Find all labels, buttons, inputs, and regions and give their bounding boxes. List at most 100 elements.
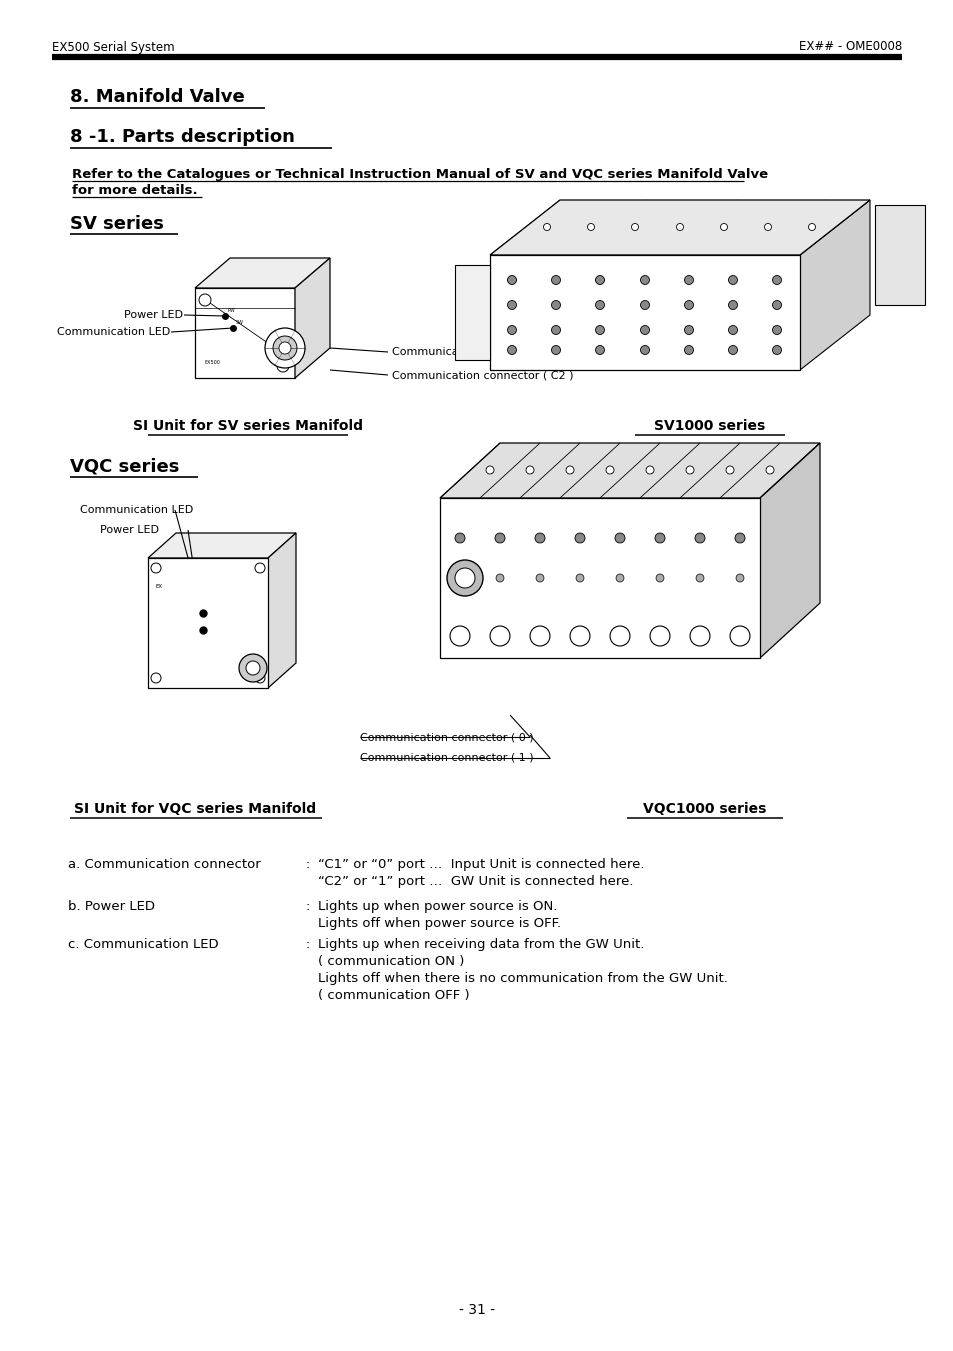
Circle shape bbox=[273, 336, 296, 359]
Circle shape bbox=[485, 466, 494, 474]
Circle shape bbox=[725, 466, 733, 474]
Text: SV series: SV series bbox=[70, 215, 164, 232]
Text: “C1” or “0” port …  Input Unit is connected here.: “C1” or “0” port … Input Unit is connect… bbox=[317, 858, 644, 871]
Circle shape bbox=[684, 276, 693, 285]
Circle shape bbox=[728, 300, 737, 309]
Text: EX500: EX500 bbox=[205, 361, 221, 366]
Circle shape bbox=[763, 223, 771, 231]
Circle shape bbox=[696, 574, 703, 582]
Circle shape bbox=[551, 346, 560, 354]
Circle shape bbox=[595, 276, 604, 285]
Text: ( communication OFF ): ( communication OFF ) bbox=[317, 989, 469, 1002]
Circle shape bbox=[507, 346, 516, 354]
Text: VQC1000 series: VQC1000 series bbox=[642, 802, 766, 816]
Text: PW: PW bbox=[228, 308, 235, 313]
Circle shape bbox=[587, 223, 594, 231]
Text: ( communication ON ): ( communication ON ) bbox=[317, 955, 464, 969]
Circle shape bbox=[772, 326, 781, 335]
Circle shape bbox=[615, 534, 624, 543]
Text: Lights off when power source is OFF.: Lights off when power source is OFF. bbox=[317, 917, 560, 929]
Text: - 31 -: - 31 - bbox=[458, 1302, 495, 1317]
Circle shape bbox=[490, 626, 510, 646]
Text: Power LED: Power LED bbox=[124, 309, 183, 320]
Polygon shape bbox=[294, 258, 330, 378]
Circle shape bbox=[551, 276, 560, 285]
Circle shape bbox=[728, 346, 737, 354]
Circle shape bbox=[576, 574, 583, 582]
Text: “C2” or “1” port …  GW Unit is connected here.: “C2” or “1” port … GW Unit is connected … bbox=[317, 875, 633, 888]
Circle shape bbox=[684, 300, 693, 309]
Circle shape bbox=[728, 326, 737, 335]
Polygon shape bbox=[439, 443, 820, 499]
Circle shape bbox=[254, 563, 265, 573]
Circle shape bbox=[456, 574, 463, 582]
Text: :: : bbox=[306, 858, 310, 871]
Text: 8. Manifold Valve: 8. Manifold Valve bbox=[70, 88, 245, 105]
Circle shape bbox=[507, 276, 516, 285]
Text: a. Communication connector: a. Communication connector bbox=[68, 858, 260, 871]
Circle shape bbox=[605, 466, 614, 474]
Circle shape bbox=[447, 561, 482, 596]
Circle shape bbox=[507, 300, 516, 309]
Circle shape bbox=[455, 534, 464, 543]
Circle shape bbox=[450, 626, 470, 646]
Polygon shape bbox=[194, 258, 330, 288]
Polygon shape bbox=[874, 205, 924, 305]
Circle shape bbox=[525, 466, 534, 474]
Text: Refer to the Catalogues or Technical Instruction Manual of SV and VQC series Man: Refer to the Catalogues or Technical Ins… bbox=[71, 168, 767, 181]
Circle shape bbox=[575, 534, 584, 543]
Polygon shape bbox=[194, 288, 294, 378]
Text: Communication connector ( 0 ): Communication connector ( 0 ) bbox=[359, 732, 533, 742]
Circle shape bbox=[649, 626, 669, 646]
Circle shape bbox=[656, 574, 663, 582]
Text: Communication connector ( 1 ): Communication connector ( 1 ) bbox=[359, 753, 533, 763]
Polygon shape bbox=[439, 499, 760, 658]
Circle shape bbox=[569, 626, 589, 646]
Text: Communication connector ( C2 ): Communication connector ( C2 ) bbox=[392, 370, 573, 380]
Circle shape bbox=[639, 346, 649, 354]
Circle shape bbox=[455, 567, 475, 588]
Circle shape bbox=[595, 300, 604, 309]
Text: b. Power LED: b. Power LED bbox=[68, 900, 154, 913]
Circle shape bbox=[639, 326, 649, 335]
Circle shape bbox=[595, 346, 604, 354]
Circle shape bbox=[276, 359, 289, 372]
Text: Communication LED: Communication LED bbox=[80, 505, 193, 515]
Text: 8 -1. Parts description: 8 -1. Parts description bbox=[70, 128, 294, 146]
Polygon shape bbox=[490, 255, 800, 370]
Text: :: : bbox=[306, 938, 310, 951]
Circle shape bbox=[772, 276, 781, 285]
Circle shape bbox=[507, 326, 516, 335]
Text: EX500 Serial System: EX500 Serial System bbox=[52, 41, 174, 54]
Text: EX: EX bbox=[156, 584, 163, 589]
Circle shape bbox=[565, 466, 574, 474]
Circle shape bbox=[535, 534, 544, 543]
Circle shape bbox=[728, 276, 737, 285]
Circle shape bbox=[655, 534, 664, 543]
Circle shape bbox=[496, 574, 503, 582]
Circle shape bbox=[495, 534, 504, 543]
Circle shape bbox=[645, 466, 654, 474]
Text: Lights off when there is no communication from the GW Unit.: Lights off when there is no communicatio… bbox=[317, 971, 727, 985]
Circle shape bbox=[734, 534, 744, 543]
Polygon shape bbox=[455, 265, 490, 359]
Circle shape bbox=[246, 661, 260, 676]
Text: SV1000 series: SV1000 series bbox=[654, 419, 765, 434]
Circle shape bbox=[639, 300, 649, 309]
Circle shape bbox=[729, 626, 749, 646]
Circle shape bbox=[765, 466, 773, 474]
Circle shape bbox=[720, 223, 727, 231]
Circle shape bbox=[807, 223, 815, 231]
Circle shape bbox=[689, 626, 709, 646]
Text: Communication LED: Communication LED bbox=[56, 327, 170, 336]
Circle shape bbox=[254, 673, 265, 684]
Text: EX## - OME0008: EX## - OME0008 bbox=[798, 41, 901, 54]
Circle shape bbox=[199, 295, 211, 305]
Circle shape bbox=[595, 326, 604, 335]
Text: SI Unit for SV series Manifold: SI Unit for SV series Manifold bbox=[132, 419, 363, 434]
Circle shape bbox=[616, 574, 623, 582]
Circle shape bbox=[676, 223, 682, 231]
Text: VQC series: VQC series bbox=[70, 458, 179, 476]
Circle shape bbox=[609, 626, 629, 646]
Text: SI Unit for VQC series Manifold: SI Unit for VQC series Manifold bbox=[74, 802, 315, 816]
